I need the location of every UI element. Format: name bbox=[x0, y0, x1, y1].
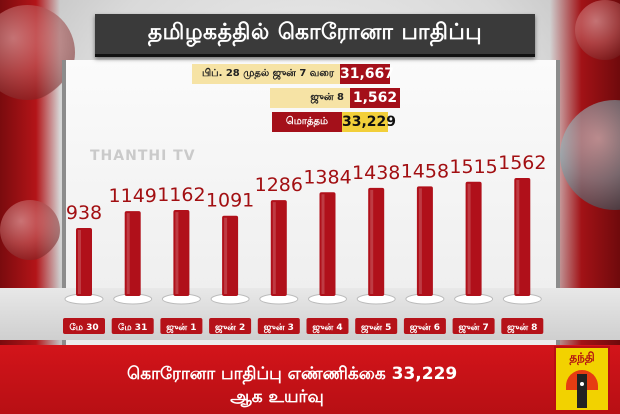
bar-value-label: 1515 bbox=[449, 156, 497, 178]
bar bbox=[465, 181, 482, 296]
bar-value-label: 1384 bbox=[303, 166, 351, 188]
bar bbox=[416, 186, 433, 296]
tick-label-bg bbox=[209, 318, 252, 334]
summary-label: ஜுன் 8 bbox=[270, 88, 350, 108]
tick-label-bg bbox=[257, 318, 300, 334]
bar-highlight bbox=[418, 188, 422, 294]
bar bbox=[124, 211, 141, 296]
bar-highlight bbox=[224, 217, 228, 294]
bar-value-label: 1162 bbox=[157, 184, 205, 206]
tick-label-bg bbox=[306, 318, 349, 334]
bar-highlight bbox=[370, 189, 374, 294]
bar-value-label: 1438 bbox=[352, 162, 400, 184]
bar bbox=[173, 210, 190, 296]
bar-value-label: 1562 bbox=[498, 152, 546, 174]
x-tick-label: ஜுன் 3 bbox=[264, 323, 294, 333]
tick-label-bg bbox=[501, 318, 544, 334]
bar-highlight bbox=[175, 212, 179, 294]
virus-icon bbox=[0, 200, 60, 260]
bar bbox=[319, 192, 336, 296]
x-tick-label: ஜுன் 7 bbox=[458, 323, 488, 333]
tick-label-bg bbox=[160, 318, 203, 334]
bar-value-label: 1091 bbox=[206, 190, 254, 212]
bar-highlight bbox=[321, 194, 325, 294]
x-tick-label: ஜுன் 8 bbox=[507, 323, 537, 333]
bar-chart: 938 மே 30 1149 மே 31 1162 ஜுன் 1 1091 ஜுன் 2 128… bbox=[63, 152, 546, 334]
x-tick-label: ஜுன் 4 bbox=[312, 323, 342, 333]
x-tick-label: ஜுன் 1 bbox=[166, 323, 196, 333]
bar bbox=[514, 178, 531, 296]
ticker-headline: கொரோனா பாதிப்பு எண்ணிக்கை 33,229 bbox=[127, 364, 458, 384]
summary-label: பிப். 28 முதல் ஜுன் 7 வரை bbox=[192, 64, 340, 84]
tick-label-bg bbox=[355, 318, 398, 334]
bar-highlight bbox=[467, 183, 471, 294]
title-bar: தமிழகத்தில் கொரோனா பாதிப்பு bbox=[95, 14, 535, 57]
bar bbox=[76, 228, 92, 296]
bar-highlight bbox=[272, 202, 276, 294]
bar-value-label: 1149 bbox=[109, 185, 157, 207]
bar bbox=[270, 200, 287, 296]
tick-label-bg bbox=[403, 318, 446, 334]
logo-text: தந்தி bbox=[569, 350, 595, 364]
summary-row-period: பிப். 28 முதல் ஜுன் 7 வரை 31,667 bbox=[192, 64, 395, 84]
tick-label-bg bbox=[111, 318, 154, 334]
watermark: THANTHI TV bbox=[90, 148, 196, 164]
lighthouse-icon bbox=[577, 374, 587, 408]
summary-value: 33,229 bbox=[342, 112, 397, 132]
tick-label-bg bbox=[63, 318, 105, 334]
x-tick-label: ஜுன் 2 bbox=[215, 323, 245, 333]
channel-logo: தந்தி bbox=[554, 346, 610, 412]
bar-highlight bbox=[516, 180, 520, 294]
tick-label-bg bbox=[452, 318, 495, 334]
bar-highlight bbox=[78, 230, 81, 294]
bar-value-label: 938 bbox=[66, 202, 102, 224]
x-tick-label: மே 31 bbox=[118, 322, 147, 333]
bar-highlight bbox=[126, 213, 130, 294]
x-tick-label: ஜுன் 5 bbox=[361, 323, 391, 333]
summary-value: 31,667 bbox=[340, 64, 395, 84]
summary-label: மொத்தம் bbox=[272, 112, 342, 132]
summary-row-day: ஜுன் 8 1,562 bbox=[270, 88, 400, 108]
ticker-subline: ஆக உயர்வு bbox=[230, 387, 324, 407]
summary-row-total: மொத்தம் 33,229 bbox=[272, 112, 397, 132]
virus-icon bbox=[575, 0, 620, 60]
summary-value: 1,562 bbox=[350, 88, 400, 108]
x-tick-label: ஜுன் 6 bbox=[410, 323, 440, 333]
page-title: தமிழகத்தில் கொரோனா பாதிப்பு bbox=[147, 20, 483, 45]
x-tick-label: மே 30 bbox=[69, 322, 98, 333]
news-ticker bbox=[0, 345, 620, 414]
bar bbox=[222, 215, 239, 296]
bar-value-label: 1458 bbox=[401, 160, 449, 182]
bar bbox=[368, 187, 385, 296]
bar-value-label: 1286 bbox=[255, 174, 303, 196]
